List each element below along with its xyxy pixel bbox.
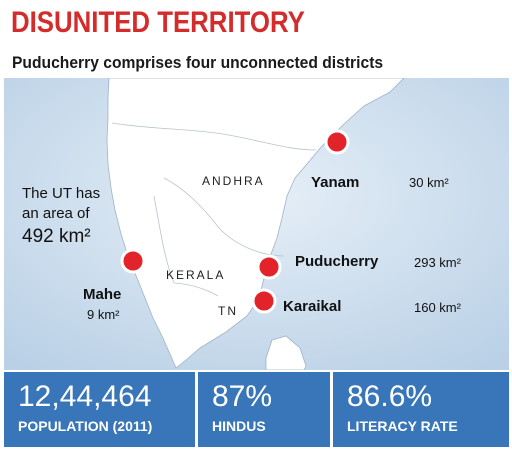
stat-divider (195, 372, 198, 447)
ut-total-area: 492 km² (22, 226, 91, 247)
stat-value: 12,44,464 (18, 380, 152, 413)
district-area-yanam: 30 km² (409, 175, 449, 190)
marker-puducherry (256, 254, 282, 280)
state-borders (111, 122, 317, 297)
stat-literacy: 86.6% LITERACY RATE (333, 372, 509, 447)
stat-divider (330, 372, 333, 447)
page-title: DISUNITED TERRITORY (11, 6, 305, 39)
district-name-karaikal: Karaikal (283, 298, 342, 315)
marker-yanam (324, 129, 350, 155)
stat-label: POPULATION (2011) (18, 418, 153, 434)
marker-karaikal (251, 288, 277, 314)
map-canvas (4, 78, 509, 370)
stat-label: HINDUS (212, 418, 266, 434)
district-area-puducherry: 293 km² (414, 255, 461, 270)
district-area-mahe: 9 km² (87, 307, 120, 322)
srilanka-landmass (265, 335, 307, 370)
stat-population: 12,44,464 POPULATION (2011) (4, 372, 194, 447)
ut-note-line1: The UT has (22, 185, 101, 202)
stat-value: 86.6% (347, 380, 433, 413)
state-label-kerala: KERALA (166, 268, 226, 282)
stat-value: 87% (212, 380, 273, 413)
stat-hindus: 87% HINDUS (198, 372, 330, 447)
district-name-puducherry: Puducherry (295, 253, 379, 270)
map: ANDHRA KERALA TN The UT has an area of 4… (4, 78, 509, 370)
ut-note-line2: an area of (22, 205, 90, 222)
stat-label: LITERACY RATE (347, 418, 458, 434)
district-name-mahe: Mahe (83, 286, 122, 303)
state-label-tn: TN (218, 304, 238, 318)
india-landmass (106, 78, 405, 369)
state-label-andhra: ANDHRA (202, 174, 265, 188)
stats-bar: 12,44,464 POPULATION (2011) 87% HINDUS 8… (4, 372, 509, 447)
subtitle: Puducherry comprises four unconnected di… (12, 53, 384, 72)
marker-mahe (120, 248, 146, 274)
district-area-karaikal: 160 km² (414, 300, 461, 315)
district-name-yanam: Yanam (311, 174, 360, 191)
